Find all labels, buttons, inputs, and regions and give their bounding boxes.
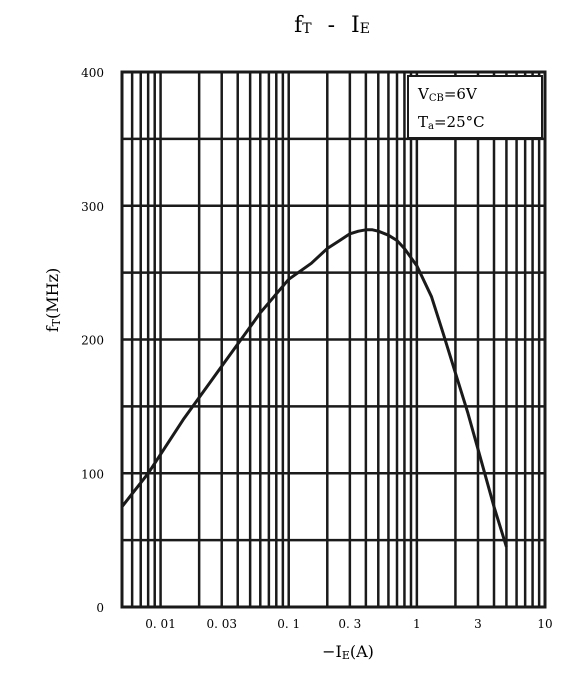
y-tick-label: 200 — [81, 334, 104, 348]
y-tick-labels: 0 100 200 300 400 — [81, 66, 104, 615]
ft-curve — [120, 228, 508, 548]
y-tick-label: 100 — [81, 467, 104, 481]
y-tick-label: 400 — [81, 66, 104, 80]
legend-frame — [407, 75, 543, 139]
x-tick-label: 3 — [474, 617, 482, 631]
x-tick-label: 0. 1 — [277, 617, 300, 631]
x-tick-label: 10 — [537, 617, 552, 631]
x-tick-labels: 0. 01 0. 03 0. 1 0. 3 1 3 10 — [145, 617, 552, 631]
y-tick-label: 300 — [81, 200, 104, 214]
x-axis-label: −IE(A) — [322, 642, 374, 662]
chart-title: fT - IE — [294, 13, 370, 38]
legend-vcb: VCB=6V — [417, 85, 478, 104]
y-tick-label: 0 — [96, 601, 104, 615]
plot-frame — [120, 70, 547, 609]
legend-box: VCB=6V Ta=25°C — [407, 75, 543, 139]
grid — [122, 72, 545, 607]
legend-ta: Ta=25°C — [418, 113, 485, 132]
x-tick-label: 0. 03 — [206, 617, 237, 631]
x-tick-label: 0. 01 — [145, 617, 176, 631]
x-tick-label: 0. 3 — [338, 617, 361, 631]
x-tick-label: 1 — [413, 617, 421, 631]
y-axis-label: fT(MHz) — [43, 268, 63, 333]
